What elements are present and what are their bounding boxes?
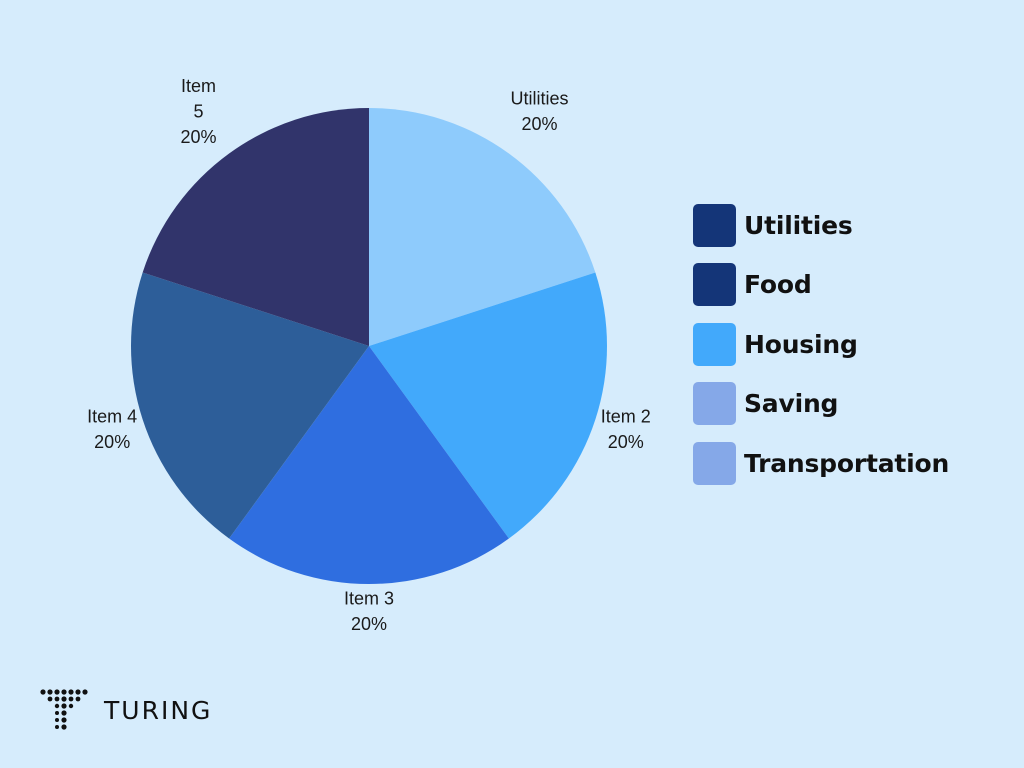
pie-slice-2 [369, 272, 608, 539]
legend-swatch [693, 203, 736, 247]
legend-swatch [693, 441, 736, 485]
slice-label-2: Item 2 20% [601, 407, 651, 453]
legend-swatch [693, 263, 736, 306]
legend-label: Saving [744, 389, 839, 418]
legend-item-transportation: Transportation [693, 441, 949, 485]
slice-label-3: Item 3 20% [344, 588, 394, 634]
legend-item-food: Food [693, 263, 949, 307]
legend-swatch [693, 322, 736, 366]
pie-slice-1 [369, 108, 596, 346]
pie-slice-3 [229, 346, 509, 585]
slice-label-5: Item 5 20% [180, 76, 216, 147]
slice-label-4: Item 4 20% [87, 407, 137, 453]
legend: Utilities Food Housing Saving Transporta… [693, 203, 949, 501]
legend-item-saving: Saving [693, 382, 949, 426]
pie-slice-5 [142, 108, 369, 346]
legend-item-housing: Housing [693, 322, 949, 366]
turing-dot-t-icon [40, 689, 88, 730]
legend-swatch [693, 382, 736, 425]
legend-label: Transportation [744, 448, 950, 478]
legend-label: Housing [744, 329, 858, 359]
legend-item-utilities: Utilities [693, 203, 949, 247]
brand-name: TURING [104, 695, 213, 725]
pie-slice-4 [130, 272, 369, 539]
legend-label: Utilities [744, 210, 853, 240]
slice-label-1: Utilities 20% [510, 89, 568, 135]
legend-label: Food [744, 270, 812, 299]
brand: TURING [40, 688, 212, 732]
